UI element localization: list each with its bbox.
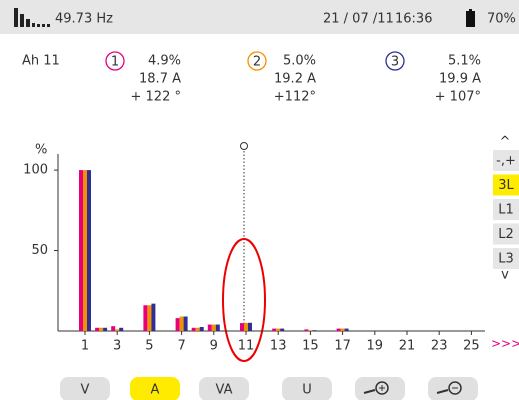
- bar: [111, 326, 116, 331]
- phase-number: 2: [253, 55, 261, 70]
- frequency: 49.73 Hz: [55, 12, 113, 27]
- phase-circle: [247, 51, 267, 71]
- bar: [312, 330, 317, 331]
- bar: [195, 327, 200, 331]
- bar: [280, 328, 285, 331]
- x-tick-label: 9: [210, 339, 218, 354]
- bar: [276, 328, 281, 331]
- side-button[interactable]: [493, 174, 519, 196]
- side-button[interactable]: [493, 150, 519, 171]
- reading-current: 19.2 A: [274, 72, 316, 87]
- bar: [147, 305, 152, 331]
- y-axis-label: %: [35, 143, 47, 158]
- bar: [248, 322, 252, 331]
- bar: [336, 328, 341, 331]
- bottom-button-label[interactable]: U: [302, 383, 312, 398]
- bottom-button[interactable]: [199, 377, 249, 400]
- bar: [143, 305, 148, 331]
- reading-percent: 5.1%: [448, 54, 481, 69]
- up-arrow[interactable]: ^: [500, 135, 511, 150]
- bottom-button[interactable]: [130, 377, 180, 400]
- reading-percent: 4.9%: [148, 54, 181, 69]
- reading-angle: + 107°: [435, 90, 481, 105]
- y-tick-label: 100: [23, 163, 48, 178]
- reading-current: 18.7 A: [139, 72, 181, 87]
- harmonic-label: Ah 11: [22, 54, 60, 69]
- reading-angle: +112°: [274, 90, 316, 105]
- bar: [340, 328, 345, 331]
- down-arrow[interactable]: v: [501, 268, 509, 283]
- bar: [308, 330, 313, 331]
- header-bar: [0, 0, 519, 34]
- side-button-label[interactable]: L3: [498, 252, 514, 267]
- spectrum-icon: [14, 8, 50, 27]
- side-button[interactable]: [493, 223, 519, 245]
- bottom-button[interactable]: [282, 377, 332, 400]
- time: 16:36: [395, 12, 432, 27]
- bar: [103, 327, 108, 331]
- battery-icon: [466, 9, 475, 27]
- battery: 70%: [487, 12, 516, 27]
- bar: [183, 316, 188, 331]
- bar: [211, 324, 216, 331]
- x-tick-label: 25: [463, 339, 480, 354]
- x-tick-label: 21: [399, 339, 416, 354]
- bar: [79, 170, 83, 331]
- x-tick-label: 11: [238, 339, 255, 354]
- y-tick-label: 50: [31, 243, 48, 258]
- phase-number: 1: [111, 55, 119, 70]
- bar: [272, 328, 277, 331]
- bar: [344, 328, 349, 331]
- reading-percent: 5.0%: [283, 54, 316, 69]
- side-button[interactable]: [493, 199, 519, 220]
- more-arrow[interactable]: >>>: [491, 337, 519, 351]
- bar: [115, 329, 120, 331]
- phase-circle: [105, 51, 125, 71]
- bar: [179, 316, 184, 331]
- bar: [191, 327, 196, 331]
- zoom-out-button[interactable]: [428, 377, 478, 400]
- x-tick-label: 7: [177, 339, 185, 354]
- x-tick-label: 5: [145, 339, 153, 354]
- bar: [199, 326, 204, 331]
- x-tick-label: 17: [334, 339, 351, 354]
- phase-number: 3: [391, 55, 399, 70]
- bar: [207, 324, 212, 331]
- date: 21 / 07 /11: [323, 12, 394, 27]
- bar: [244, 322, 248, 331]
- side-button-label[interactable]: L2: [498, 227, 514, 242]
- phase-circle: [385, 51, 405, 71]
- reading-current: 19.9 A: [439, 72, 481, 87]
- bar: [175, 318, 180, 331]
- bottom-button[interactable]: [60, 377, 110, 400]
- side-button[interactable]: [493, 248, 519, 269]
- x-tick-label: 19: [367, 339, 384, 354]
- bar: [304, 329, 309, 331]
- cursor-knob[interactable]: [240, 142, 248, 150]
- bottom-button-label[interactable]: V: [81, 383, 90, 398]
- bar: [83, 170, 87, 331]
- x-tick-label: 1: [81, 339, 89, 354]
- x-tick-label: 15: [302, 339, 319, 354]
- x-tick-label: 23: [431, 339, 448, 354]
- side-button-label[interactable]: -,+: [496, 154, 516, 169]
- bar: [119, 327, 124, 331]
- bar: [87, 170, 91, 331]
- x-tick-label: 13: [270, 339, 287, 354]
- x-tick-label: 3: [113, 339, 121, 354]
- highlight-ellipse: [222, 238, 266, 362]
- side-button-label[interactable]: L1: [498, 203, 514, 218]
- bar: [95, 327, 100, 331]
- bar: [99, 327, 104, 331]
- zoom-in-button[interactable]: [355, 377, 405, 400]
- side-button-label[interactable]: 3L: [498, 178, 514, 193]
- bar: [240, 323, 244, 331]
- bottom-button-label[interactable]: A: [151, 383, 160, 398]
- bar: [151, 303, 156, 331]
- reading-angle: + 122 °: [131, 90, 181, 105]
- bottom-button-label[interactable]: VA: [216, 383, 233, 398]
- bar: [215, 324, 220, 331]
